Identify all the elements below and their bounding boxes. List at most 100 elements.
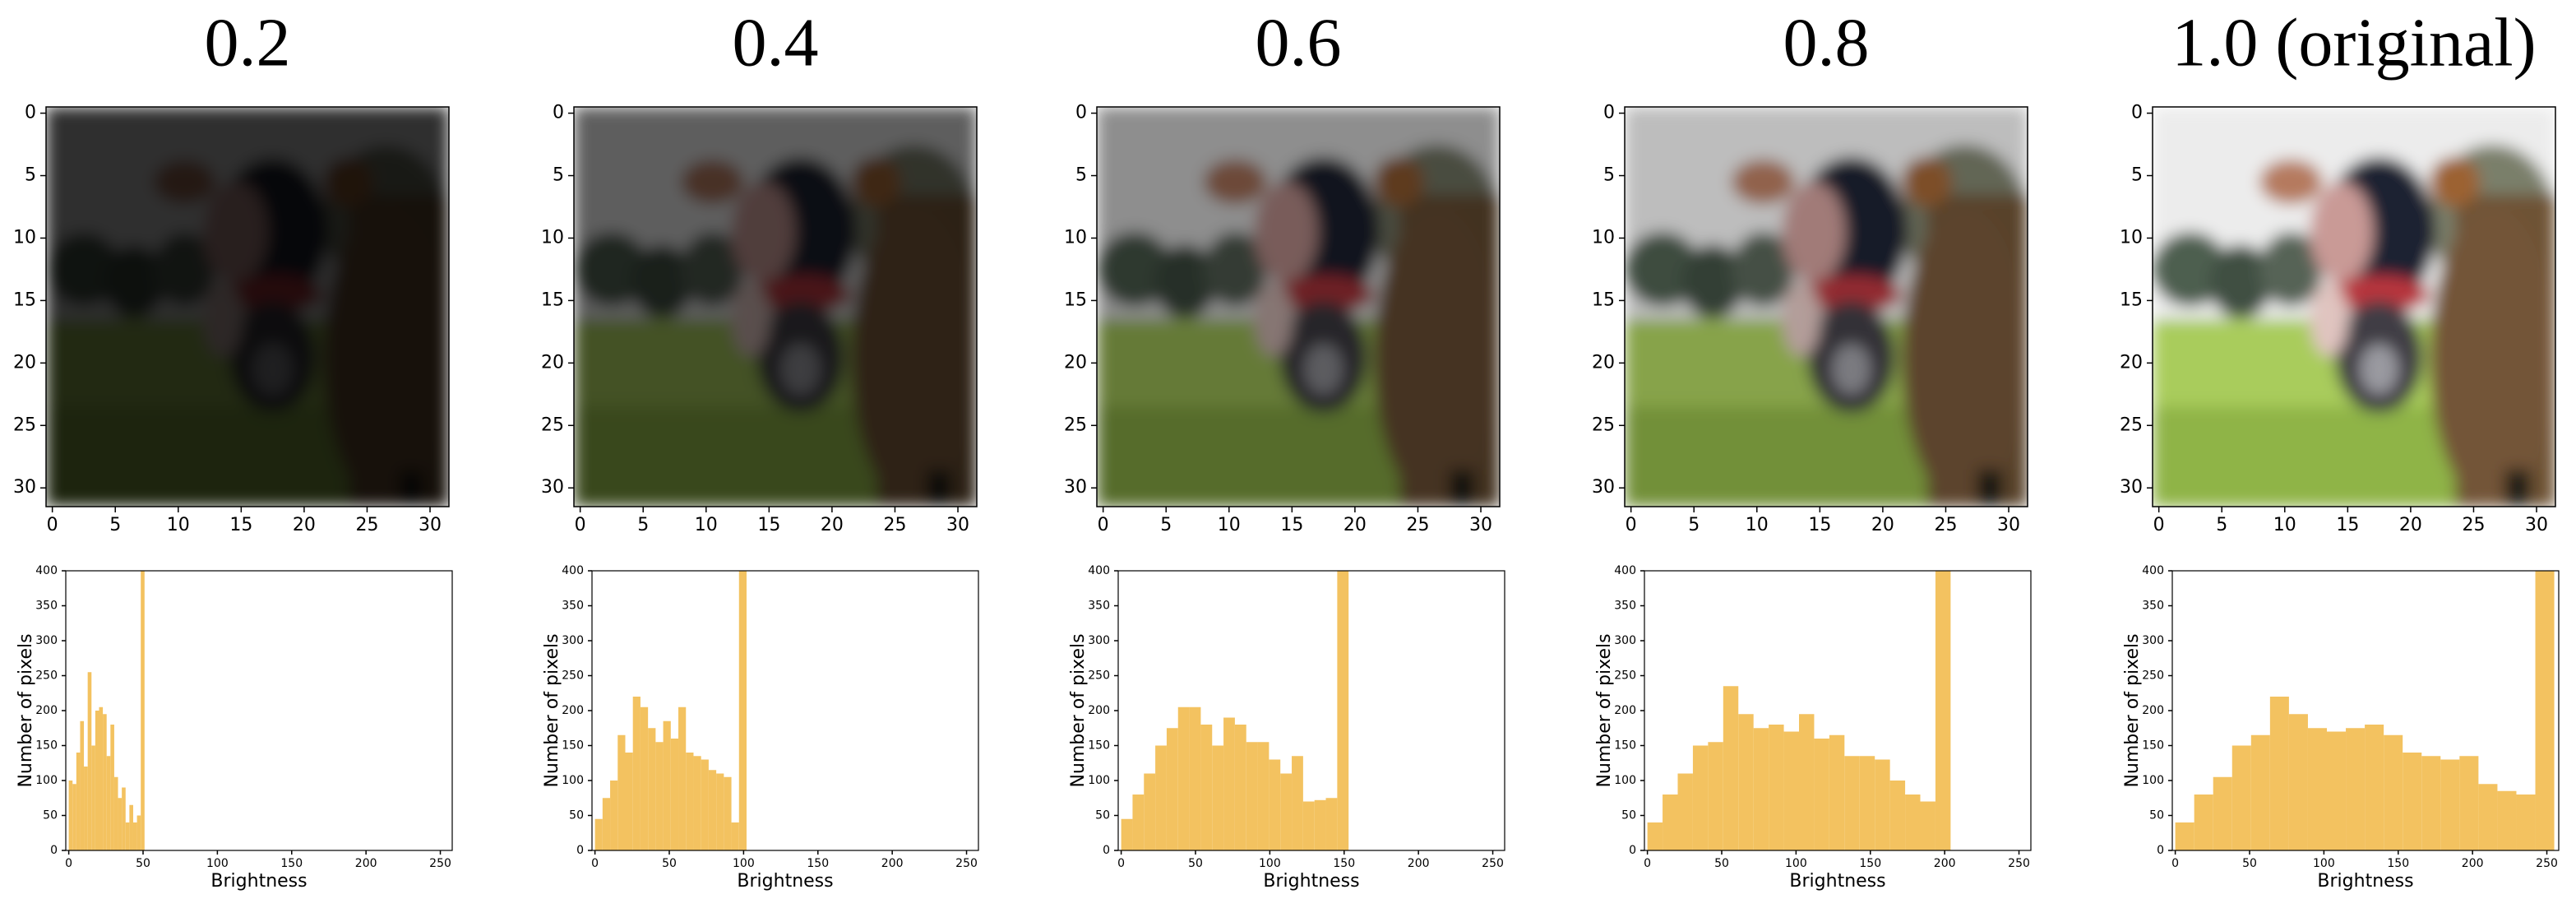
x-tick-label: 20: [821, 515, 844, 535]
x-tick-label: 25: [2462, 515, 2485, 535]
bar: [1246, 742, 1258, 850]
y-tick-label: 0: [576, 844, 584, 857]
x-tick-label: 0: [1626, 515, 1637, 535]
x-tick-label: 5: [637, 515, 649, 535]
bar: [122, 787, 126, 850]
y-tick-label: 50: [569, 809, 584, 822]
x-tick-label: 100: [733, 857, 755, 870]
x-tick-label: 50: [662, 857, 677, 870]
x-tick-label: 25: [883, 515, 906, 535]
bar: [1829, 734, 1845, 850]
y-tick-label: 150: [1088, 739, 1110, 753]
bar: [648, 728, 656, 850]
chart-title: 0.2: [205, 4, 291, 81]
y-tick-label: 30: [541, 477, 564, 498]
y-tick-label: 0: [1075, 103, 1087, 123]
photo: [46, 107, 449, 507]
x-tick-label: 150: [1859, 857, 1881, 870]
y-tick-label: 350: [562, 600, 584, 613]
x-tick-label: 15: [2336, 515, 2359, 535]
x-tick-label: 30: [419, 515, 442, 535]
x-tick-label: 10: [1218, 515, 1241, 535]
axes-frame: [2152, 106, 2556, 507]
y-tick-label: 50: [1095, 809, 1110, 822]
y-tick-label: 400: [1614, 564, 1636, 577]
x-tick-label: 250: [2008, 857, 2030, 870]
bar: [678, 706, 687, 850]
bar: [2194, 794, 2213, 850]
bar: [1753, 728, 1769, 850]
x-tick-label: 5: [1160, 515, 1172, 535]
y-tick-label: 0: [2157, 844, 2164, 857]
photo-pixels: [46, 107, 449, 507]
x-tick-label: 200: [2462, 857, 2484, 870]
x-tick-label: 10: [167, 515, 190, 535]
bar: [1177, 706, 1190, 850]
bar: [2213, 776, 2232, 850]
x-tick-label: 100: [2313, 857, 2335, 870]
bar: [113, 776, 118, 850]
photo-pixels: [1625, 107, 2028, 507]
y-tick-label: 25: [13, 415, 36, 435]
y-tick-label: 20: [1064, 352, 1087, 373]
y-tick-label: 100: [562, 774, 584, 787]
bar: [103, 714, 107, 850]
bar: [594, 818, 603, 850]
y-tick-label: 300: [35, 634, 58, 647]
x-tick-label: 0: [2171, 857, 2179, 870]
bar: [1155, 745, 1167, 850]
y-tick-label: 20: [541, 352, 564, 373]
x-tick-label: 250: [955, 857, 978, 870]
x-tick-label: 250: [2536, 857, 2558, 870]
y-tick-label: 50: [43, 809, 58, 822]
y-tick-label: 10: [1064, 227, 1087, 248]
y-tick-label: 10: [541, 227, 564, 248]
y-tick-label: 200: [2142, 704, 2164, 717]
photo-pixels: [574, 107, 977, 507]
x-tick-label: 0: [65, 857, 72, 870]
bar: [87, 672, 92, 850]
y-tick-label: 150: [562, 739, 584, 753]
y-axis-label: Number of pixels: [542, 633, 562, 787]
bar: [731, 822, 739, 850]
bar: [1708, 742, 1723, 850]
y-tick-label: 25: [2120, 415, 2143, 435]
x-tick-label: 5: [109, 515, 121, 535]
y-tick-label: 300: [2142, 634, 2164, 647]
x-tick-label: 200: [355, 857, 377, 870]
y-tick-label: 200: [35, 704, 58, 717]
y-tick-label: 0: [2131, 103, 2143, 123]
y-tick-label: 150: [1614, 739, 1636, 753]
y-tick-label: 200: [562, 704, 584, 717]
x-tick-label: 150: [1333, 857, 1355, 870]
bar: [1280, 773, 1293, 850]
bar: [1302, 801, 1315, 850]
photo: [574, 107, 977, 507]
axes-frame: [1096, 106, 1501, 507]
axes-frame: [45, 106, 450, 507]
bar: [716, 773, 724, 850]
y-axis-label: Number of pixels: [2122, 633, 2143, 787]
y-tick-label: 30: [1064, 477, 1087, 498]
y-tick-label: 10: [1592, 227, 1615, 248]
bar: [1212, 745, 1224, 850]
bar: [1935, 571, 1951, 850]
y-tick-label: 15: [2120, 290, 2143, 310]
y-axis-label: Number of pixels: [1594, 633, 1615, 787]
y-tick-label: 100: [1088, 774, 1110, 787]
bar: [1189, 706, 1201, 850]
y-tick-label: 10: [13, 227, 36, 248]
y-tick-label: 100: [2142, 774, 2164, 787]
x-tick-label: 0: [1098, 515, 1109, 535]
y-tick-label: 250: [1614, 669, 1636, 683]
bar: [602, 798, 611, 850]
y-tick-label: 15: [13, 290, 36, 310]
bar: [2288, 714, 2308, 850]
bar: [1257, 742, 1270, 850]
y-tick-label: 400: [562, 564, 584, 577]
bar: [1132, 794, 1145, 850]
bar: [1337, 571, 1349, 850]
bar: [2440, 759, 2460, 850]
x-tick-label: 50: [136, 857, 150, 870]
